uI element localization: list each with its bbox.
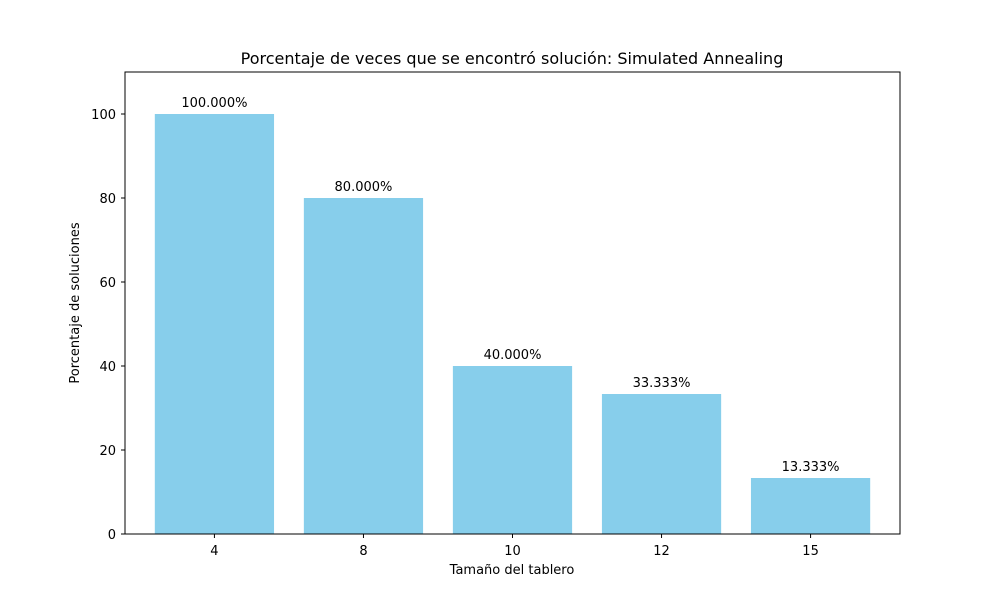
bar-4 xyxy=(154,114,275,534)
bar-12 xyxy=(601,394,722,534)
y-tick-label-20: 20 xyxy=(99,444,116,459)
y-tick-label-40: 40 xyxy=(99,360,116,375)
bars-layer xyxy=(154,114,871,534)
y-tick-label-0: 0 xyxy=(108,528,116,543)
chart-title: Porcentaje de veces que se encontró solu… xyxy=(241,49,784,68)
bar-15 xyxy=(750,478,871,534)
data-label-15: 13.333% xyxy=(782,460,840,475)
x-tick-label-15: 15 xyxy=(802,544,819,559)
x-axis-label: Tamaño del tablero xyxy=(449,563,575,578)
data-label-8: 80.000% xyxy=(335,180,393,195)
x-tick-label-12: 12 xyxy=(653,544,670,559)
data-labels-layer: 100.000% 80.000% 40.000% 33.333% 13.333% xyxy=(181,96,839,475)
data-label-10: 40.000% xyxy=(484,348,542,363)
y-axis-ticks: 0 20 40 60 80 100 xyxy=(91,108,125,543)
bar-10 xyxy=(452,366,573,534)
data-label-4: 100.000% xyxy=(181,96,247,111)
x-tick-label-10: 10 xyxy=(504,544,521,559)
x-tick-label-4: 4 xyxy=(210,544,218,559)
y-tick-label-80: 80 xyxy=(99,192,116,207)
bar-8 xyxy=(303,198,424,534)
y-axis-label: Porcentaje de soluciones xyxy=(68,222,83,383)
x-tick-label-8: 8 xyxy=(359,544,367,559)
x-axis-ticks: 4 8 10 12 15 xyxy=(210,534,819,559)
data-label-12: 33.333% xyxy=(633,376,691,391)
y-tick-label-100: 100 xyxy=(91,108,116,123)
y-tick-label-60: 60 xyxy=(99,276,116,291)
